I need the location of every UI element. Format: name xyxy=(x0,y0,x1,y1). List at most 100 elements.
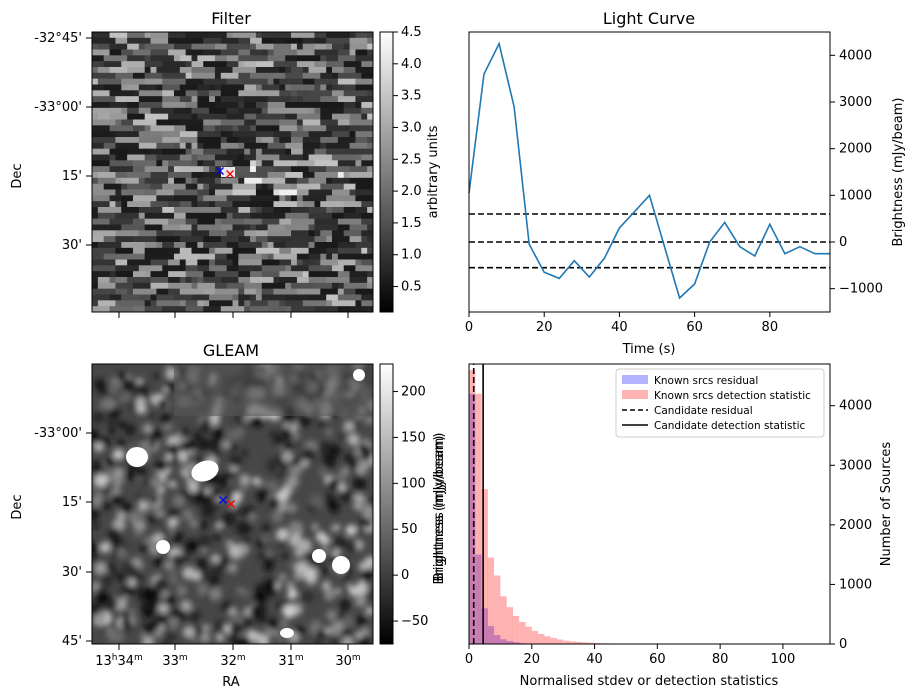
filter-pixel xyxy=(261,137,274,144)
gleam-noise-blob xyxy=(353,477,367,491)
filter-pixel xyxy=(162,224,181,231)
filter-pixel xyxy=(138,102,163,109)
filter-pixel xyxy=(238,294,251,301)
detection-bar xyxy=(588,642,595,644)
detection-bar xyxy=(569,641,576,644)
gleam-noise-blob xyxy=(281,552,290,561)
gleam-patch xyxy=(174,364,373,416)
filter-pixel xyxy=(332,212,345,220)
lightcurve-series xyxy=(468,41,830,300)
filter-pixel xyxy=(115,119,122,126)
filter-pixel xyxy=(203,306,222,312)
filter-pixel xyxy=(226,195,251,202)
filter-pixel xyxy=(150,172,169,179)
filter-pixel xyxy=(220,207,239,214)
gleam-noise-blob xyxy=(250,604,264,619)
filter-pixel xyxy=(261,282,286,290)
gleam-noise-blob xyxy=(357,444,366,452)
filter-pixel xyxy=(220,306,245,312)
gleam-noise-blob xyxy=(325,492,332,499)
filter-pixel xyxy=(361,125,373,132)
filter-pixel xyxy=(232,67,257,74)
filter-pixel xyxy=(291,90,298,97)
filter-pixel xyxy=(355,183,373,190)
filter-pixel xyxy=(255,189,274,196)
filter-pixel xyxy=(349,119,373,126)
filter-pixel xyxy=(185,242,193,249)
detection-bar xyxy=(563,640,570,644)
filter-pixel xyxy=(209,154,216,161)
filter-pixel xyxy=(255,166,274,173)
legend-label: Known srcs residual xyxy=(654,375,758,387)
filter-pixel xyxy=(332,253,339,260)
filter-pixel xyxy=(138,107,152,115)
residual-bar xyxy=(481,608,488,644)
filter-pixel xyxy=(273,242,286,249)
lightcurve-y-tick-label: 3000 xyxy=(839,95,872,110)
gleam-noise-blob xyxy=(301,591,314,603)
filter-pixel xyxy=(173,55,181,62)
filter-pixel xyxy=(320,142,327,150)
filter-pixel xyxy=(185,37,204,45)
filter-pixel xyxy=(244,96,269,103)
lightcurve-y-tick-label: 1000 xyxy=(839,188,872,203)
gleam-y-ticks: -33°00' 15' 30' 45' xyxy=(34,426,92,649)
gleam-noise-blob xyxy=(136,378,143,385)
filter-pixel xyxy=(226,277,239,284)
filter-pixel xyxy=(191,43,216,50)
gleam-noise-blob xyxy=(148,442,156,449)
filter-pixel xyxy=(197,90,210,97)
gleam-noise-blob xyxy=(129,609,136,615)
filter-pixel xyxy=(92,49,111,56)
filter-pixel xyxy=(285,84,292,91)
gleam-noise-blob xyxy=(121,561,136,576)
filter-pixel xyxy=(232,224,245,231)
filter-pixel xyxy=(168,37,187,45)
filter-pixel xyxy=(285,265,292,272)
gleam-noise-blob xyxy=(157,398,168,409)
filter-pixel xyxy=(132,125,146,132)
filter-pixel xyxy=(261,107,269,115)
filter-pixel xyxy=(326,148,351,155)
filter-colorbar-ticks: 0.5 1.0 1.5 2.0 2.5 3.0 3.5 4.0 4.5 xyxy=(393,25,422,295)
filter-pixel xyxy=(273,78,280,85)
filter-colorbar-tick-label: 0.5 xyxy=(401,280,422,295)
filter-pixel xyxy=(238,49,251,56)
gleam-colorbar-label: Brightness (mJy/beam) xyxy=(432,433,447,582)
filter-pixel xyxy=(173,166,181,173)
filter-pixel xyxy=(273,131,292,138)
filter-pixel xyxy=(261,183,269,190)
filter-pixel xyxy=(255,102,269,109)
filter-pixel xyxy=(355,160,362,167)
filter-pixel xyxy=(232,131,257,138)
filter-pixel xyxy=(302,102,327,109)
filter-pixel xyxy=(214,259,233,266)
filter-pixel xyxy=(226,148,245,155)
filter-pixel xyxy=(115,236,134,243)
gleam-noise-blob xyxy=(356,504,363,511)
filter-pixel xyxy=(220,119,245,126)
filter-pixel xyxy=(144,212,152,220)
filter-pixel xyxy=(285,67,292,74)
filter-pixel xyxy=(232,247,257,255)
gleam-noise-blob xyxy=(332,549,341,557)
filter-colorbar-tick-label: 2.0 xyxy=(401,184,422,199)
filter-pixel xyxy=(92,247,116,255)
filter-pixel xyxy=(214,72,222,80)
gleam-noise-blob xyxy=(172,494,186,508)
filter-pixel xyxy=(326,67,333,74)
filter-pixel xyxy=(261,288,274,295)
gleam-noise-blob xyxy=(289,561,297,569)
filter-pixel xyxy=(314,201,321,208)
gleam-noise-blob xyxy=(254,591,267,605)
filter-pixel xyxy=(209,230,228,237)
filter-pixel xyxy=(355,55,373,62)
residual-bar xyxy=(506,641,513,644)
lightcurve-ylabel: Brightness (mJy/beam) xyxy=(891,98,906,247)
filter-pixel xyxy=(343,212,362,220)
filter-pixel xyxy=(92,142,105,150)
gleam-noise-blob xyxy=(349,459,359,469)
filter-pixel xyxy=(127,84,140,91)
filter-pixel xyxy=(203,160,216,167)
filter-pixel xyxy=(185,148,193,155)
